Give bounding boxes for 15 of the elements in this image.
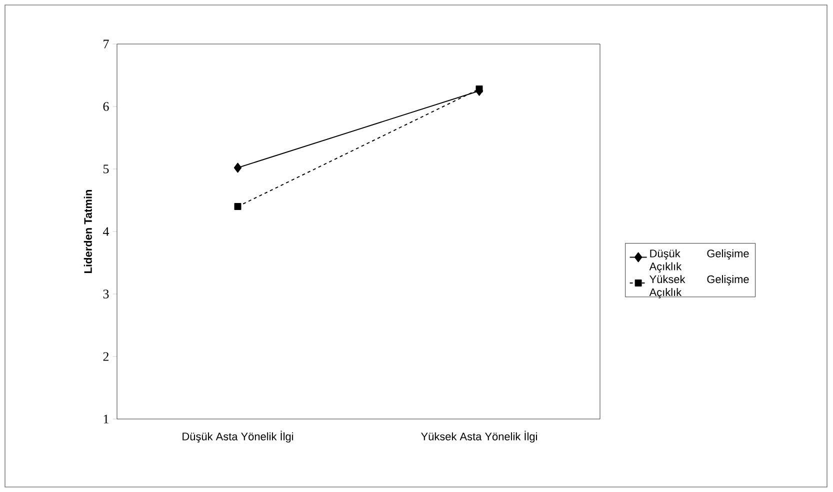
y-tick-label: 4 xyxy=(103,227,110,236)
x-tick-label: Düşük Asta Yönelik İlgi xyxy=(182,430,294,443)
x-tick-label: Yüksek Asta Yönelik İlgi xyxy=(421,430,537,443)
point xyxy=(476,86,483,92)
y-tick-label: 2 xyxy=(103,352,109,361)
y-axis-title: Liderden Tatmin xyxy=(84,190,92,273)
y-tick-label: 7 xyxy=(104,40,109,48)
y-tick-label: 1 xyxy=(104,414,108,424)
point xyxy=(234,203,242,210)
legend-label: Düşük Gelişime Açıklık xyxy=(649,249,749,273)
y-tick-label: 5 xyxy=(104,164,109,174)
legend-label: Yüksek Gelişime Açıklık xyxy=(649,275,749,298)
point xyxy=(234,162,242,173)
y-tick-label: 6 xyxy=(103,102,109,111)
y-tick-label: 3 xyxy=(103,290,109,298)
